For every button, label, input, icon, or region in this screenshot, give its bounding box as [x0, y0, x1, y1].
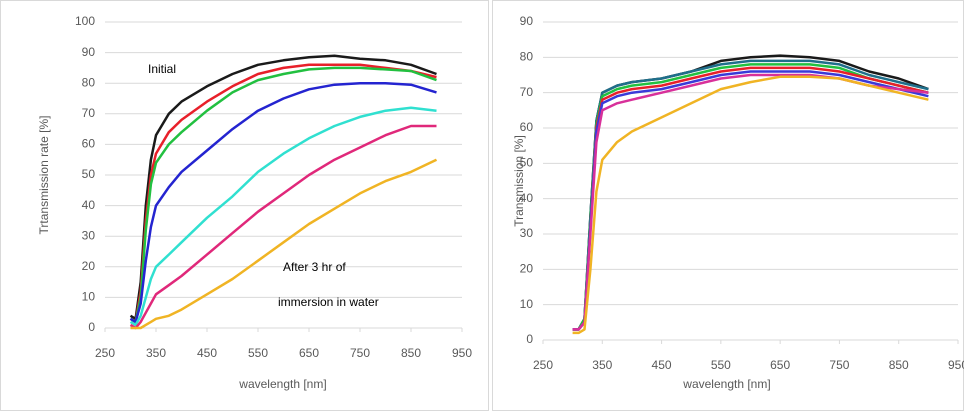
series-line [129, 106, 437, 327]
y-tick-label: 0 [526, 332, 533, 346]
y-tick-label: 80 [82, 75, 96, 89]
y-tick-label: 40 [82, 198, 96, 212]
x-tick-label: 650 [299, 346, 319, 360]
y-tick-label: 90 [520, 14, 534, 28]
x-tick-label: 950 [452, 346, 472, 360]
y-tick-label: 50 [82, 167, 96, 181]
series-line [129, 81, 437, 324]
x-axis-title: wavelength [nm] [682, 377, 770, 391]
series-line [129, 124, 437, 330]
x-tick-label: 550 [248, 346, 268, 360]
y-tick-label: 10 [520, 297, 534, 311]
y-tick-label: 60 [520, 120, 534, 134]
x-tick-label: 850 [889, 358, 909, 372]
annotation: immersion in water [278, 295, 379, 309]
y-tick-label: 40 [520, 191, 534, 205]
y-tick-label: 30 [520, 226, 534, 240]
y-axis-title: Trtansmission rate [%] [37, 116, 51, 235]
series-line [572, 75, 929, 335]
y-tick-label: 10 [82, 290, 96, 304]
x-tick-label: 350 [146, 346, 166, 360]
y-tick-label: 100 [75, 14, 95, 28]
series-line [129, 66, 437, 324]
y-tick-label: 80 [520, 50, 534, 64]
y-axis-title: Transmission [%] [512, 135, 526, 227]
x-tick-label: 850 [401, 346, 421, 360]
x-tick-label: 750 [829, 358, 849, 372]
x-tick-label: 350 [592, 358, 612, 372]
x-tick-label: 650 [770, 358, 790, 372]
x-tick-label: 550 [711, 358, 731, 372]
x-tick-label: 950 [948, 358, 964, 372]
x-tick-label: 450 [652, 358, 672, 372]
right-panel [492, 0, 964, 411]
x-tick-label: 450 [197, 346, 217, 360]
x-axis-title: wavelength [nm] [238, 377, 326, 391]
annotation: After 3 hr of [283, 260, 346, 274]
series-line [130, 158, 438, 330]
annotation: Initial [148, 62, 176, 76]
x-tick-label: 250 [95, 346, 115, 360]
x-tick-label: 250 [533, 358, 553, 372]
y-tick-label: 70 [82, 106, 96, 120]
y-tick-label: 0 [88, 320, 95, 334]
y-tick-label: 50 [520, 156, 534, 170]
y-tick-label: 20 [520, 262, 534, 276]
y-tick-label: 90 [82, 45, 96, 59]
y-tick-label: 60 [82, 137, 96, 151]
x-tick-label: 750 [350, 346, 370, 360]
y-tick-label: 70 [520, 85, 534, 99]
y-tick-label: 30 [82, 228, 96, 242]
y-tick-label: 20 [82, 259, 96, 273]
